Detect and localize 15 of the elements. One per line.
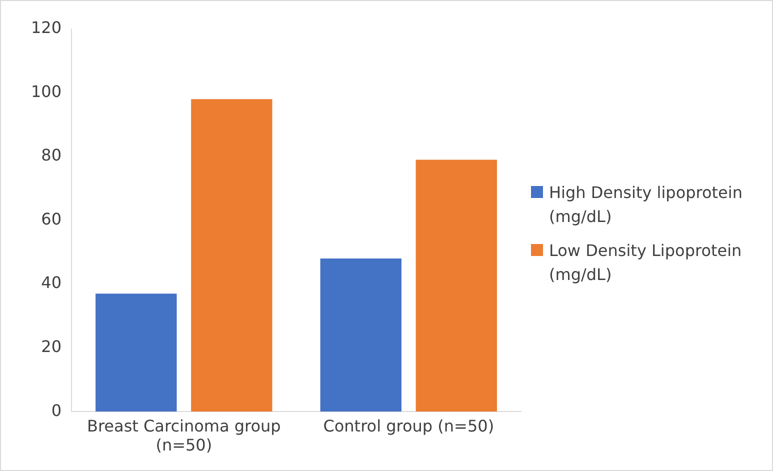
y-tick-label: 100 [30,82,62,101]
legend-label: High Density lipoprotein (mg/dL) [549,182,744,228]
bar [96,294,177,412]
y-tick-label: 0 [51,400,62,420]
x-tick-label: Breast Carcinoma group (n=50) [86,416,281,455]
y-tick-label: 20 [41,336,62,356]
y-tick-label: 80 [41,146,62,165]
y-tick-label: 60 [41,209,62,228]
y-tick-label: 120 [30,18,62,38]
bar [416,160,497,412]
y-tick-label: 40 [41,273,62,292]
bar [191,99,272,412]
legend-label: Low Density Lipoprotein (mg/dL) [549,240,743,286]
bar [320,258,402,412]
x-tick-label: Control group (n=50) [323,416,494,436]
